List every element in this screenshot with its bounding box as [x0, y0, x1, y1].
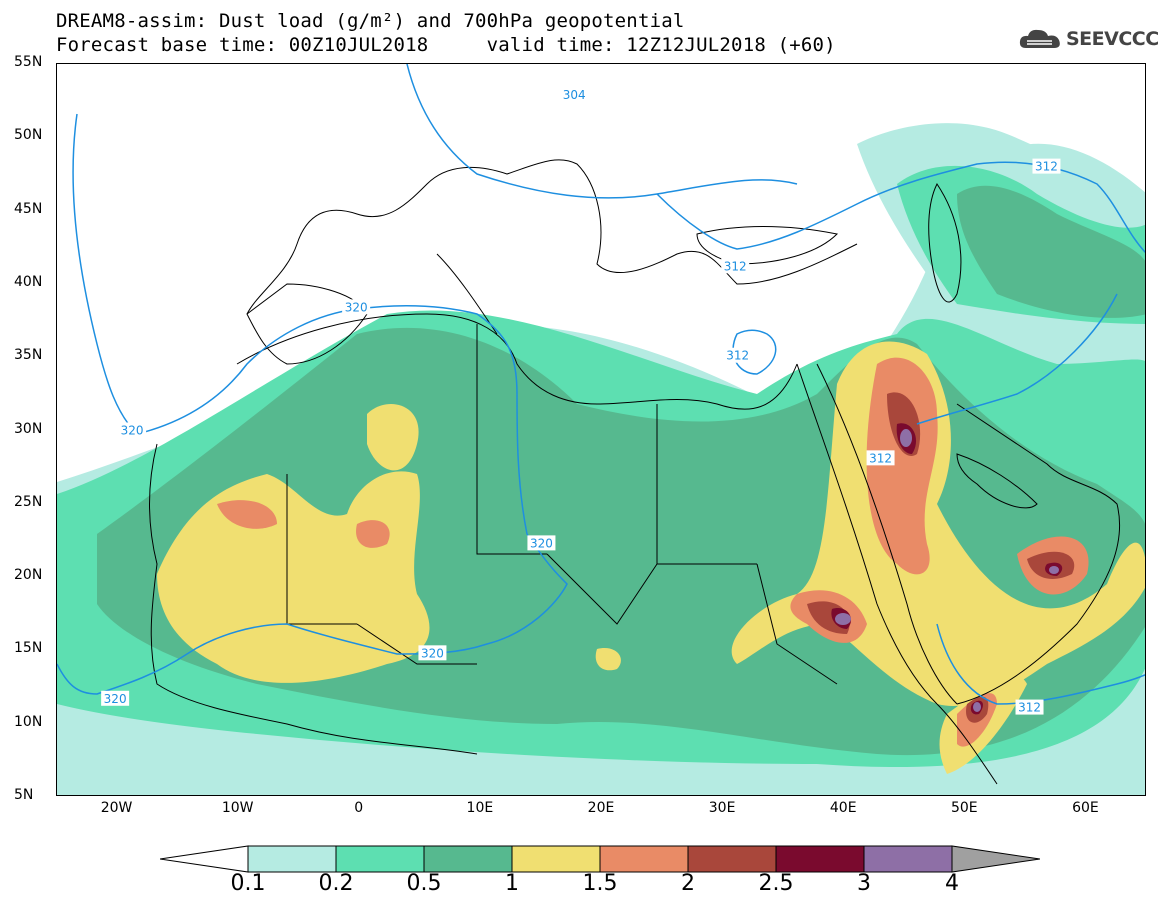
- contour-label-bg: [866, 450, 895, 466]
- chart-title: DREAM8-assim: Dust load (g/m²) and 700hP…: [56, 10, 685, 32]
- dust-band-high-caucasus: [957, 185, 1145, 318]
- latitude-tick-label: 40N: [14, 273, 43, 290]
- latitude-tick-label: 10N: [14, 713, 43, 730]
- contour-label: 304: [563, 88, 586, 102]
- dust-orange-west: [217, 500, 277, 529]
- contour-label-bg: [342, 299, 371, 315]
- longitude-tick-label: 20E: [587, 800, 615, 816]
- latitude-tick-label: 55N: [14, 54, 43, 70]
- colorbar-high-triangle: [951, 845, 1040, 873]
- colorbar-label: 2: [681, 871, 695, 896]
- dust-purple-sudan: [835, 613, 851, 625]
- contour-label: 320: [345, 300, 368, 314]
- contour-label: 312: [869, 451, 892, 465]
- latitude-tick-label: 35N: [14, 347, 43, 364]
- colorbar-segment: [599, 845, 689, 873]
- longitude-tick-label: 10E: [466, 800, 494, 816]
- colorbar-label: 2.5: [758, 871, 794, 896]
- latitude-tick-label: 15N: [14, 640, 43, 657]
- colorbar-segment: [335, 845, 425, 873]
- longitude-tick-label: 30E: [708, 800, 736, 816]
- contour-312-north: [656, 161, 1145, 253]
- arabia-coast: [956, 403, 1121, 705]
- colorbar-label: 3: [857, 871, 871, 896]
- contour-label: 312: [724, 259, 747, 273]
- colorbar-segment: [863, 845, 953, 873]
- contour-label: 320: [530, 536, 553, 550]
- latitude-tick-label: 25N: [14, 493, 43, 510]
- dust-load-field: [57, 123, 1145, 795]
- west-africa-coast: [149, 443, 478, 755]
- contour-label: 312: [726, 349, 749, 363]
- contour-label-bg: [723, 347, 752, 363]
- colorbar: [160, 845, 1040, 873]
- contour-label: 320: [421, 646, 444, 660]
- dust-purple-arabia: [900, 429, 912, 447]
- contour-label: 320: [104, 692, 127, 706]
- colorbar-segment: [423, 845, 513, 873]
- colorbar-segment: [247, 845, 337, 873]
- contour-label-bg: [101, 690, 130, 706]
- colorbar-label: 1.5: [582, 871, 618, 896]
- colorbar-label: 1: [505, 871, 519, 896]
- black-sea: [696, 226, 839, 265]
- colorbar-segment: [687, 845, 777, 873]
- sahara-border-2: [476, 324, 547, 555]
- latitude-tick-label: 50N: [14, 127, 43, 144]
- latitude-tick-label: 5N: [14, 787, 34, 803]
- contour-label-bg: [1032, 158, 1061, 174]
- seevccc-logo: SEEVCCC: [1018, 26, 1159, 52]
- contour-label-bg: [560, 86, 589, 102]
- dust-purple-oman: [1049, 566, 1059, 574]
- dust-yellow-chad: [595, 648, 621, 671]
- sahara-border-4: [546, 553, 658, 625]
- latitude-tick-label: 30N: [14, 420, 43, 437]
- contour-labels: 304 312 312 312 312 312 320 320 320 320 320: [101, 86, 1061, 715]
- dust-map: 304 312 312 312 312 312 320 320 320 320 320: [57, 64, 1145, 795]
- dust-yellow-north-blob: [367, 404, 419, 471]
- colorbar-label: 0.2: [318, 871, 354, 896]
- longitude-tick-label: 0: [354, 800, 364, 816]
- latitude-tick-label: 45N: [14, 200, 43, 217]
- contour-label: 312: [1035, 160, 1058, 174]
- longitude-tick-label: 60E: [1072, 800, 1099, 816]
- latitude-tick-label: 20N: [14, 567, 43, 584]
- contour-label-bg: [418, 645, 447, 661]
- forecast-time-line: Forecast base time: 00Z10JUL2018 valid t…: [56, 34, 836, 56]
- red-sea-west: [796, 363, 938, 705]
- contour-312-gulf: [916, 293, 1118, 425]
- longitude-tick-label: 40E: [829, 800, 857, 816]
- map-panel: 304 312 312 312 312 312 320 320 320 320 320: [56, 63, 1146, 796]
- dust-orange-arabia: [866, 357, 938, 575]
- east-africa-border: [756, 563, 838, 685]
- horn-africa-coast: [936, 703, 998, 785]
- colorbar-label: 0.1: [230, 871, 266, 896]
- sahara-border-5: [356, 623, 477, 665]
- contour-label-bg: [118, 422, 147, 438]
- cloud-icon: [1019, 29, 1060, 48]
- contour-label-bg: [721, 258, 750, 274]
- colorbar-segment: [511, 845, 601, 873]
- red-sea-east: [816, 363, 958, 705]
- persian-gulf: [956, 453, 1038, 509]
- longitude-tick-label: 20W: [100, 800, 133, 816]
- contour-label-bg: [1015, 699, 1044, 715]
- dust-purple-somalia: [973, 702, 981, 712]
- colorbar-segment: [775, 845, 865, 873]
- longitude-tick-label: 10W: [221, 800, 254, 816]
- contour-304: [406, 64, 798, 199]
- logo-text: SEEVCCC: [1066, 28, 1159, 50]
- europe-coast: [246, 159, 858, 315]
- colorbar-label: 0.5: [406, 871, 442, 896]
- contour-label-bg: [527, 535, 556, 551]
- dust-orange-center: [356, 520, 390, 548]
- contour-label: 320: [121, 424, 144, 438]
- mediterranean-south-coast: [236, 313, 798, 410]
- caspian-sea: [928, 183, 962, 303]
- colorbar-label: 4: [945, 871, 959, 896]
- colorbar-low-triangle: [160, 845, 249, 873]
- contour-label: 312: [1018, 701, 1041, 715]
- longitude-tick-label: 50E: [950, 800, 978, 816]
